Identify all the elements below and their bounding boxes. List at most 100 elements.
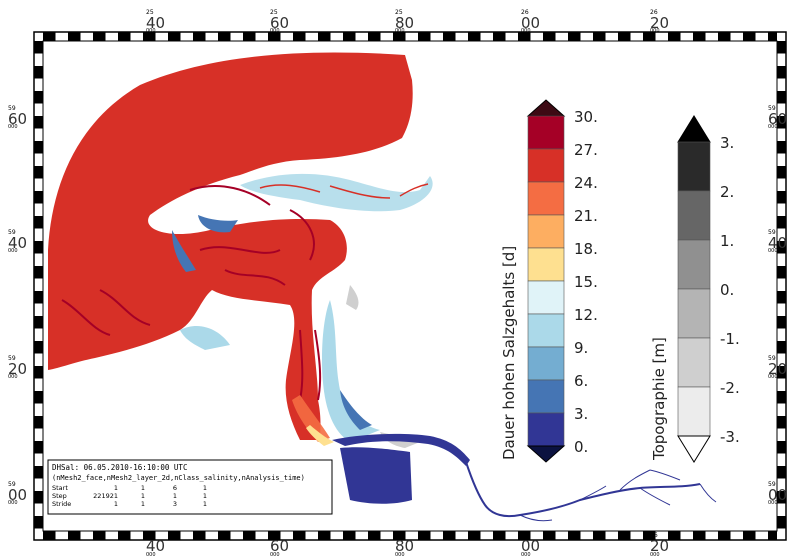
axis-label-main: 00 [8, 486, 27, 504]
axis-label-sup: 59 [768, 481, 776, 488]
frame-tick [643, 531, 656, 540]
axis-label-main: 20 [8, 360, 27, 378]
colorbar-segment [527, 115, 565, 150]
frame-tick [168, 32, 181, 41]
frame-tick [593, 32, 606, 41]
frame-tick [43, 531, 56, 540]
frame-tick [68, 32, 81, 41]
colorbar-tick-label: -3. [720, 428, 740, 446]
axis-label-sup: 25 [395, 532, 403, 539]
frame-tick [777, 391, 786, 404]
axis-label-sup: 59 [8, 105, 16, 112]
frame-tick [143, 32, 156, 41]
colorbar-title: Topographie [m] [650, 337, 668, 461]
axis-label-sub: 000 [395, 28, 405, 34]
frame-tick [34, 66, 43, 79]
colorbar-tick-label: 1. [720, 232, 734, 250]
axis-label-main: 60 [8, 110, 27, 128]
frame-tick [34, 466, 43, 479]
axis-label-sub: 000 [395, 552, 405, 558]
frame-tick [93, 531, 106, 540]
axis-label-main: 40 [146, 537, 165, 555]
map-frame-outer [33, 31, 787, 541]
frame-tick [777, 316, 786, 329]
axis-label-sup: 26 [650, 532, 658, 539]
left-axis-label: 59 40 000 [8, 229, 27, 254]
axis-label-main: 40 [146, 14, 165, 32]
axis-label-sub: 000 [650, 28, 660, 34]
axis-label-sup: 59 [768, 355, 776, 362]
frame-tick [193, 531, 206, 540]
axis-label-sub: 000 [270, 28, 280, 34]
colorbar-segment [527, 181, 565, 216]
frame-tick [318, 531, 331, 540]
frame-tick [68, 531, 81, 540]
shallow-blue-2 [340, 390, 372, 430]
axis-label-main: 00 [521, 14, 540, 32]
frame-tick [218, 32, 231, 41]
frame-tick [218, 531, 231, 540]
colorbar-segment [527, 412, 565, 447]
frame-tick [443, 531, 456, 540]
info-row-value: 1 [203, 484, 207, 492]
left-axis-labels: 59 60 000 59 40 000 59 20 000 59 00 000 [8, 105, 27, 506]
axis-label-sub: 000 [8, 248, 18, 254]
axis-label-sup: 59 [8, 481, 16, 488]
shallow-yellow [306, 425, 334, 446]
frame-tick [93, 32, 106, 41]
shallow-lightblue-2 [180, 325, 230, 350]
axis-label-sup: 59 [8, 355, 16, 362]
frame-tick [743, 531, 756, 540]
frame-tick [643, 32, 656, 41]
axis-label-sup: 26 [650, 9, 658, 16]
colorbar-tick-labels: 30. 27. 24. 21. 18. 15. 12. 9. 6. 3. 0. [574, 108, 598, 456]
frame-tick [568, 32, 581, 41]
frame-tick [34, 441, 43, 454]
info-row-label: Step [52, 492, 67, 500]
axis-label-sup: 59 [8, 229, 16, 236]
bottom-axis-label: 25 60 000 [270, 532, 289, 558]
colorbar-over-triangle [677, 115, 711, 143]
colorbar-segment [677, 239, 711, 290]
axis-label-sub: 000 [8, 500, 18, 506]
colorbar-tick-label: 3. [720, 134, 734, 152]
colorbar-title: Dauer hohen Salzgehalts [d] [500, 246, 518, 460]
frame-tick [268, 32, 281, 41]
frame-tick [593, 531, 606, 540]
sea-area [48, 52, 413, 440]
axis-label-sup: 25 [146, 532, 154, 539]
frame-tick [468, 531, 481, 540]
top-axis-labels: 25 40 000 25 60 000 25 80 000 26 00 000 … [146, 9, 669, 34]
frame-tick [34, 216, 43, 229]
bottom-axis-label: 25 80 000 [395, 532, 414, 558]
info-box: DHSal: 06.05.2010-16:10:00 UTC (nMesh2_f… [47, 459, 333, 515]
frame-tick [34, 416, 43, 429]
frame-tick [718, 32, 731, 41]
left-axis-label: 59 20 000 [8, 355, 27, 380]
axis-label-sub: 000 [768, 248, 778, 254]
frame-tick [393, 531, 406, 540]
info-row-value: 1 [173, 492, 177, 500]
frame-tick [143, 531, 156, 540]
axis-label-main: 00 [768, 486, 787, 504]
frame-tick [443, 32, 456, 41]
colorbar-segment [527, 346, 565, 381]
top-axis-label: 25 40 000 [146, 9, 165, 34]
info-row-value: 1 [114, 500, 118, 508]
frame-tick [618, 32, 631, 41]
frame-tick [777, 91, 786, 104]
right-axis-label: 59 40 000 [768, 229, 787, 254]
frame-tick [34, 191, 43, 204]
frame-tick [543, 32, 556, 41]
frame-tick [34, 366, 43, 379]
colorbar-tick-label: 0. [720, 281, 734, 299]
frame-tick [543, 531, 556, 540]
frame-tick [618, 531, 631, 540]
frame-tick [718, 531, 731, 540]
axis-label-main: 80 [395, 537, 414, 555]
frame-tick [777, 341, 786, 354]
frame-tick [34, 391, 43, 404]
axis-label-main: 40 [8, 234, 27, 252]
colorbar-tick-label: -1. [720, 330, 740, 348]
colorbar-tick-label: 18. [574, 240, 598, 258]
